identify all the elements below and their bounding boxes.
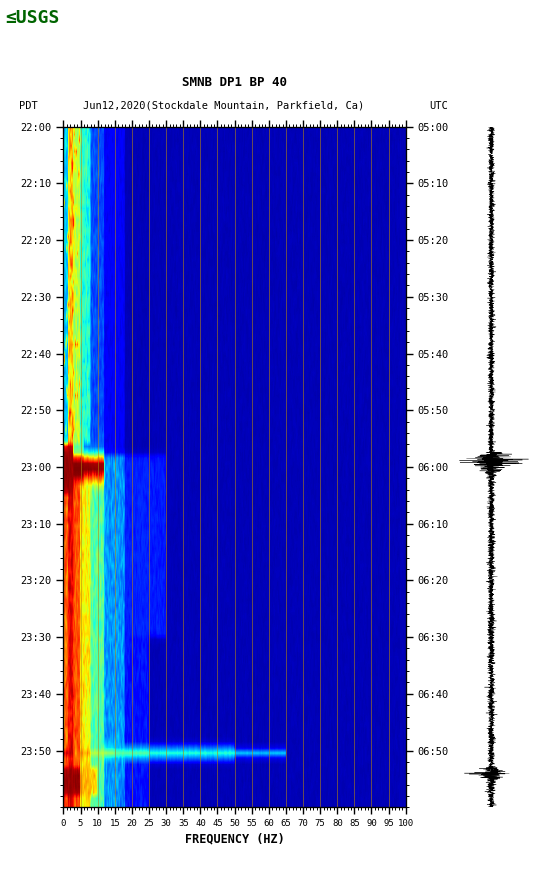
Text: ≤USGS: ≤USGS bbox=[6, 9, 60, 27]
Text: Jun12,2020(Stockdale Mountain, Parkfield, Ca): Jun12,2020(Stockdale Mountain, Parkfield… bbox=[83, 101, 364, 111]
Text: UTC: UTC bbox=[429, 101, 448, 111]
Text: PDT: PDT bbox=[19, 101, 38, 111]
X-axis label: FREQUENCY (HZ): FREQUENCY (HZ) bbox=[185, 832, 284, 846]
Text: SMNB DP1 BP 40: SMNB DP1 BP 40 bbox=[182, 76, 287, 89]
